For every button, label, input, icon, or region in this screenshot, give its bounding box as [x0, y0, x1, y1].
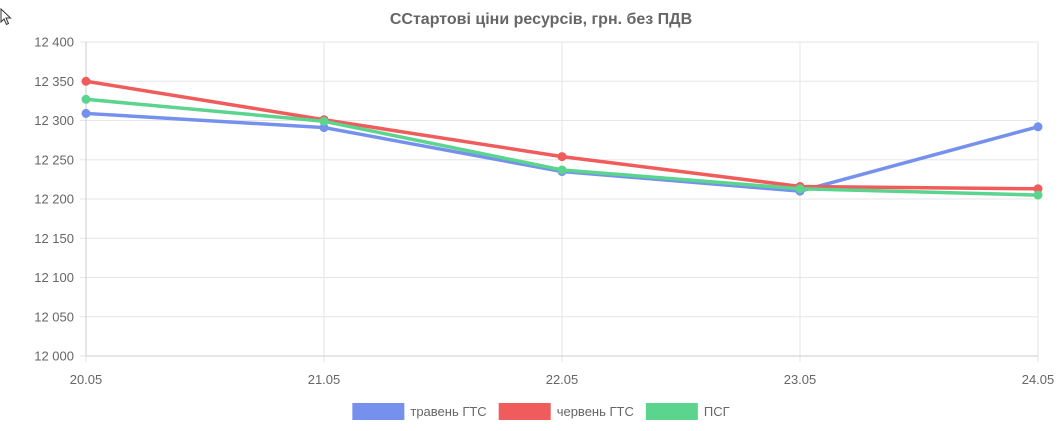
legend-swatch: [352, 403, 405, 420]
data-point: [81, 94, 91, 104]
x-tick-label: 21.05: [308, 372, 341, 387]
legend-swatch: [645, 403, 698, 420]
legend-label: травень ГТС: [410, 404, 486, 419]
arrow-cursor-icon: [0, 8, 12, 26]
y-axis: 12 000 12 050 12 100 12 150 12 200 12 250 12 3…: [34, 35, 87, 364]
y-tick-label: 12 250: [34, 152, 74, 167]
legend-label: ПСГ: [704, 404, 730, 419]
y-tick-label: 12 000: [34, 349, 74, 364]
data-point: [319, 116, 329, 126]
y-tick-label: 12 400: [34, 35, 74, 50]
y-tick-label: 12 300: [34, 113, 74, 128]
data-point: [1033, 122, 1043, 132]
y-tick-label: 12 350: [34, 74, 74, 89]
x-axis: 20.05 21.05 22.05 23.05 24.05: [70, 355, 1055, 387]
x-tick-label: 20.05: [70, 372, 103, 387]
x-tick-label: 23.05: [784, 372, 817, 387]
x-tick-label: 24.05: [1022, 372, 1055, 387]
data-point: [1033, 190, 1043, 200]
series-lines: [81, 76, 1043, 200]
x-tick-label: 22.05: [546, 372, 579, 387]
legend-swatch: [498, 403, 551, 420]
grid: [80, 41, 1039, 362]
y-tick-label: 12 150: [34, 231, 74, 246]
legend-item-3[interactable]: ПСГ: [645, 403, 730, 420]
legend[interactable]: травень ГТС червень ГТС ПСГ: [352, 403, 730, 420]
y-tick-label: 12 050: [34, 309, 74, 324]
chart-title: ССтартові ціни ресурсів, грн. без ПДВ: [390, 11, 692, 28]
data-point: [81, 108, 91, 118]
legend-label: червень ГТС: [557, 404, 634, 419]
data-point: [557, 152, 567, 162]
legend-item-2[interactable]: червень ГТС: [498, 403, 634, 420]
y-tick-label: 12 200: [34, 192, 74, 207]
y-tick-label: 12 100: [34, 270, 74, 285]
data-point: [795, 184, 805, 194]
data-point: [557, 165, 567, 175]
series-3: [81, 94, 1043, 200]
legend-item-1[interactable]: травень ГТС: [352, 403, 487, 420]
data-point: [81, 76, 91, 86]
